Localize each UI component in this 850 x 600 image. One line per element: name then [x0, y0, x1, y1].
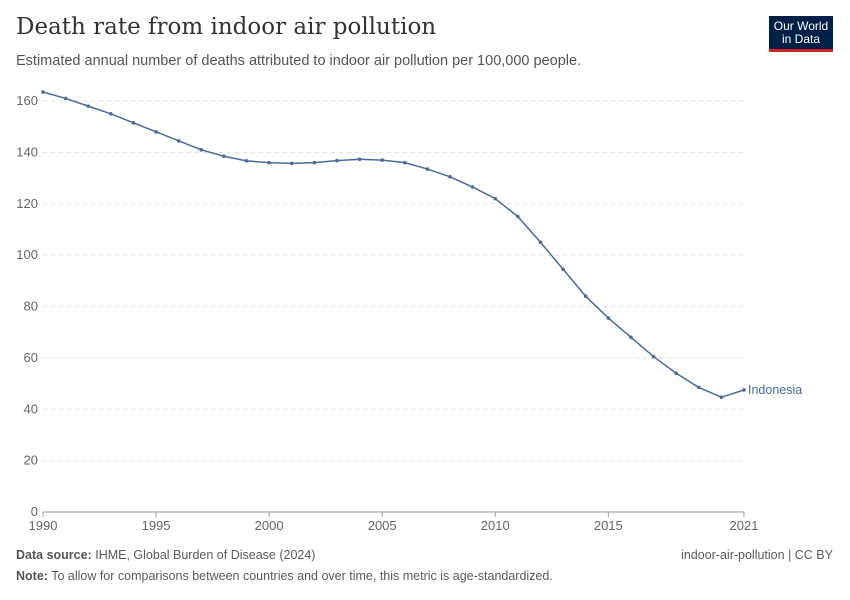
note-label: Note: — [16, 569, 48, 583]
data-point — [561, 267, 565, 272]
data-point — [448, 174, 452, 179]
data-point — [289, 161, 294, 166]
y-tick-label: 0 — [31, 504, 38, 519]
x-tick-label: 2021 — [730, 518, 759, 533]
data-point — [131, 121, 136, 125]
data-point — [470, 185, 475, 189]
data-point — [719, 395, 724, 399]
series-label: Indonesia — [748, 383, 802, 397]
y-tick-label: 80 — [24, 299, 38, 314]
data-point — [109, 112, 113, 116]
data-point — [244, 159, 249, 163]
data-point — [425, 167, 430, 171]
data-point — [154, 130, 158, 134]
source-text[interactable]: IHME, Global Burden of Disease (2024) — [95, 548, 316, 562]
x-tick-label: 2015 — [594, 518, 623, 533]
data-point — [335, 158, 339, 163]
y-tick-label: 20 — [24, 453, 38, 468]
line-chart: 0 20 40 60 80 100 120 140 160 1990 1995 2000 2005 201… — [16, 90, 802, 533]
data-point — [63, 96, 68, 101]
data-point — [312, 160, 317, 165]
data-source: Data source: IHME, Global Burden of Dise… — [16, 548, 315, 562]
source-label: Data source: — [16, 548, 92, 562]
data-point — [222, 154, 226, 159]
data-point — [629, 335, 633, 340]
y-tick-label: 120 — [16, 196, 38, 211]
data-point — [493, 196, 498, 201]
data-point — [199, 148, 204, 152]
data-point — [583, 294, 588, 299]
data-point — [674, 371, 678, 376]
data-point — [357, 157, 362, 162]
y-tick-label: 140 — [16, 144, 38, 159]
data-point — [651, 354, 656, 359]
x-tick-label: 2000 — [255, 518, 284, 533]
y-tick-label: 40 — [24, 401, 38, 416]
data-point — [86, 104, 91, 108]
y-tick-label: 160 — [16, 93, 38, 108]
data-point — [267, 160, 271, 165]
data-point — [696, 385, 701, 390]
data-point — [606, 316, 611, 320]
x-tick-label: 2005 — [368, 518, 397, 533]
data-point — [380, 158, 384, 162]
owid-logo[interactable]: Our World in Data — [769, 16, 833, 52]
data-point — [538, 240, 543, 245]
data-point — [403, 160, 407, 165]
x-tick-label: 1995 — [142, 518, 171, 533]
series-line-indonesia — [42, 91, 745, 398]
data-point — [41, 90, 45, 94]
x-tick-label: 1990 — [29, 518, 58, 533]
chart-subtitle: Estimated annual number of deaths attrib… — [16, 53, 582, 69]
data-point — [516, 214, 520, 219]
data-point — [176, 139, 181, 143]
license-slug[interactable]: indoor-air-pollution | CC BY — [681, 548, 833, 562]
data-point — [742, 388, 746, 392]
note: Note: To allow for comparisons between c… — [16, 569, 553, 583]
chart-title: Death rate from indoor air pollution — [16, 14, 437, 40]
y-tick-label: 60 — [24, 350, 38, 365]
note-text: To allow for comparisons between countri… — [51, 569, 553, 583]
x-tick-label: 2010 — [481, 518, 510, 533]
y-tick-label: 100 — [16, 247, 38, 262]
logo-text: Our World in Data — [773, 19, 829, 46]
